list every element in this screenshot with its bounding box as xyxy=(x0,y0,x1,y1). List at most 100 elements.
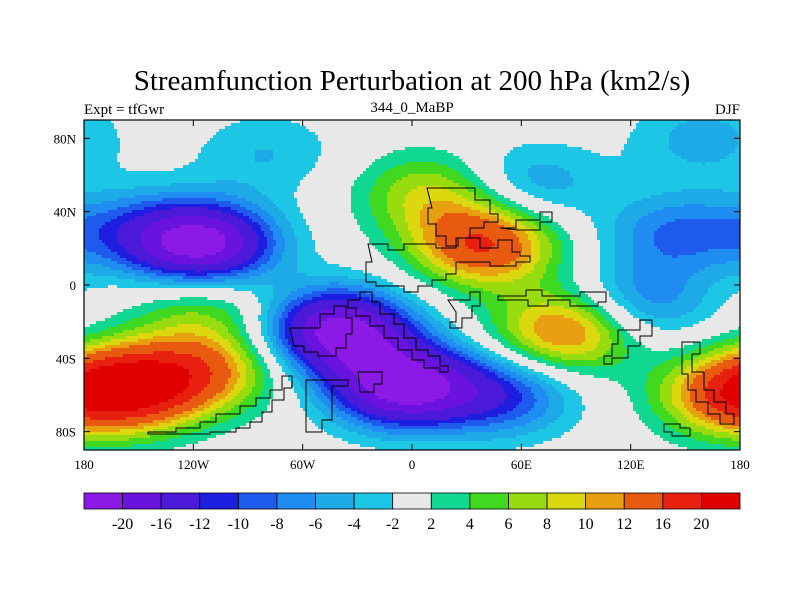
field-cell xyxy=(630,165,634,169)
field-cell xyxy=(531,123,535,127)
field-cell xyxy=(429,183,433,187)
field-cell xyxy=(438,123,442,127)
field-cell xyxy=(267,141,271,145)
field-cell xyxy=(666,144,670,148)
field-cell xyxy=(459,180,463,184)
field-cell xyxy=(603,150,607,154)
field-cell xyxy=(204,144,208,148)
field-cell xyxy=(237,144,241,148)
field-cell xyxy=(84,186,88,190)
field-cell xyxy=(444,171,448,175)
field-cell xyxy=(156,141,160,145)
field-cell xyxy=(96,135,100,139)
field-cell xyxy=(120,150,124,154)
field-cell xyxy=(171,153,175,157)
field-cell xyxy=(393,159,397,163)
field-cell xyxy=(228,135,232,139)
field-cell xyxy=(519,138,523,142)
field-cell xyxy=(663,156,667,160)
field-cell xyxy=(126,165,130,169)
field-cell xyxy=(180,171,184,175)
field-cell xyxy=(603,156,607,160)
field-cell xyxy=(618,180,622,184)
field-cell xyxy=(441,135,445,139)
field-cell xyxy=(441,177,445,181)
field-cell xyxy=(117,132,121,136)
field-cell xyxy=(705,126,709,130)
field-cell xyxy=(156,186,160,190)
field-cell xyxy=(234,150,238,154)
field-cell xyxy=(663,150,667,154)
field-cell xyxy=(567,144,571,148)
field-cell xyxy=(558,138,562,142)
field-cell xyxy=(456,150,460,154)
field-cell xyxy=(237,150,241,154)
field-cell xyxy=(726,135,730,139)
field-cell xyxy=(99,147,103,151)
field-cell xyxy=(489,147,493,151)
field-cell xyxy=(315,177,319,181)
field-cell xyxy=(720,135,724,139)
field-cell xyxy=(690,180,694,184)
field-cell xyxy=(438,177,442,181)
field-cell xyxy=(570,126,574,130)
field-cell xyxy=(309,123,313,127)
field-cell xyxy=(561,177,565,181)
field-cell xyxy=(93,144,97,148)
field-cell xyxy=(609,123,613,127)
field-cell xyxy=(561,159,565,163)
field-cell xyxy=(687,120,691,124)
field-cell xyxy=(510,159,514,163)
field-cell xyxy=(573,183,577,187)
field-cell xyxy=(393,138,397,142)
field-cell xyxy=(408,123,412,127)
field-cell xyxy=(285,156,289,160)
field-cell xyxy=(645,129,649,133)
field-cell xyxy=(465,120,469,124)
field-cell xyxy=(177,147,181,151)
field-cell xyxy=(297,123,301,127)
field-cell xyxy=(636,183,640,187)
field-cell xyxy=(318,186,322,190)
field-cell xyxy=(174,159,178,163)
field-cell xyxy=(225,150,229,154)
field-cell xyxy=(240,132,244,136)
field-cell xyxy=(330,159,334,163)
field-cell xyxy=(471,135,475,139)
field-cell xyxy=(339,150,343,154)
field-cell xyxy=(423,186,427,190)
field-cell xyxy=(141,129,145,133)
field-cell xyxy=(660,132,664,136)
field-cell xyxy=(690,129,694,133)
field-cell xyxy=(426,120,430,124)
field-cell xyxy=(579,135,583,139)
field-cell xyxy=(438,162,442,166)
field-cell xyxy=(465,141,469,145)
field-cell xyxy=(309,144,313,148)
field-cell xyxy=(546,159,550,163)
field-cell xyxy=(543,177,547,181)
field-cell xyxy=(396,120,400,124)
field-cell xyxy=(222,165,226,169)
field-cell xyxy=(144,129,148,133)
field-cell xyxy=(723,147,727,151)
field-cell xyxy=(117,135,121,139)
field-cell xyxy=(663,144,667,148)
field-cell xyxy=(327,162,331,166)
field-cell xyxy=(255,141,259,145)
field-cell xyxy=(441,159,445,163)
field-cell xyxy=(99,174,103,178)
field-cell xyxy=(717,156,721,160)
field-cell xyxy=(219,180,223,184)
field-cell xyxy=(552,120,556,124)
field-cell xyxy=(399,141,403,145)
field-cell xyxy=(594,132,598,136)
field-cell xyxy=(447,132,451,136)
field-cell xyxy=(216,150,220,154)
field-cell xyxy=(399,153,403,157)
field-cell xyxy=(711,138,715,142)
field-cell xyxy=(675,162,679,166)
field-cell xyxy=(663,174,667,178)
field-cell xyxy=(294,165,298,169)
field-cell xyxy=(111,138,115,142)
